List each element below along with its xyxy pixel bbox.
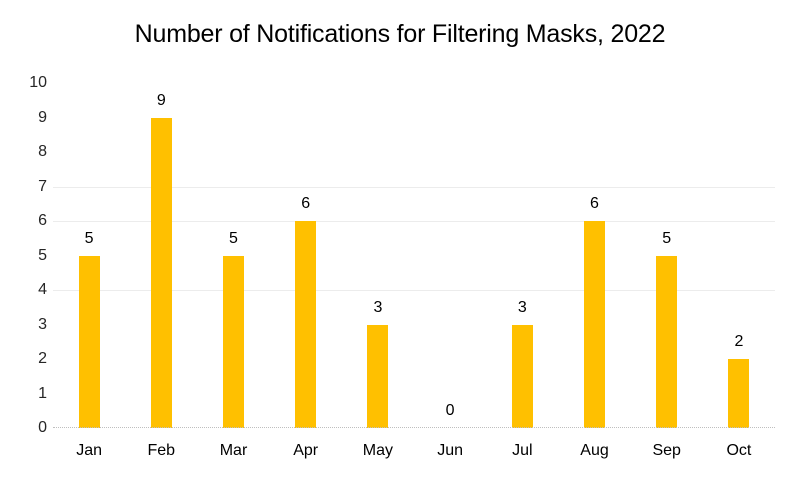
y-tick-label-0: 0: [38, 419, 47, 436]
y-tick-label-7: 7: [38, 177, 47, 195]
bar-value-label-oct: 2: [734, 333, 744, 350]
chart-title: Number of Notifications for Filtering Ma…: [134, 20, 666, 48]
x-tick-label-apr: Apr: [293, 442, 319, 459]
bar-value-label-jan: 5: [84, 229, 94, 247]
bar-mar: [223, 255, 244, 428]
x-tick-label-jan: Jan: [76, 442, 102, 459]
bar-value-label-jul: 3: [517, 298, 527, 316]
plot-area: 0 1 2 3 4 5 6 7 8 9 10 5 9 5 6 3 0 3 6 5 2 Jan Feb Mar Apr May J…: [29, 74, 775, 459]
bar-value-label-may: 3: [373, 298, 383, 316]
y-tick-label-1: 1: [38, 384, 47, 402]
bar-value-label-sep: 5: [662, 229, 672, 247]
y-tick-label-8: 8: [38, 143, 47, 160]
bar-value-label-feb: 9: [156, 91, 166, 109]
y-tick-label-4: 4: [38, 281, 47, 298]
y-tick-label-10: 10: [29, 74, 47, 91]
x-tick-label-sep: Sep: [652, 442, 681, 459]
bar-jan: [78, 255, 100, 428]
y-tick-label-6: 6: [38, 212, 47, 229]
bar-value-label-apr: 6: [301, 195, 311, 212]
bar-oct: [728, 359, 750, 428]
bar-value-label-mar: 5: [229, 229, 238, 247]
bar-sep: [656, 255, 678, 428]
bar-feb: [150, 117, 172, 428]
y-tick-label-2: 2: [38, 350, 47, 367]
bar-jul: [511, 324, 533, 428]
gridline-y6: [53, 221, 775, 222]
gridline-y4: [53, 290, 775, 291]
bar-value-label-aug: 6: [590, 195, 599, 212]
y-tick-label-5: 5: [38, 246, 47, 264]
bar-apr: [295, 221, 317, 428]
bar-value-label-jun: 0: [445, 402, 455, 419]
y-tick-label-9: 9: [38, 108, 47, 126]
x-axis-line: [53, 427, 775, 428]
x-tick-label-may: May: [362, 442, 393, 459]
x-tick-label-mar: Mar: [219, 442, 248, 459]
x-tick-label-oct: Oct: [726, 442, 752, 459]
bar-aug: [584, 221, 605, 428]
x-tick-label-jun: Jun: [437, 442, 463, 459]
y-tick-label-3: 3: [38, 315, 47, 333]
gridline-y7: [53, 186, 775, 188]
x-tick-label-jul: Jul: [512, 442, 533, 459]
x-tick-label-aug: Aug: [580, 442, 609, 459]
bar-may: [367, 324, 389, 428]
x-tick-label-feb: Feb: [147, 442, 176, 459]
